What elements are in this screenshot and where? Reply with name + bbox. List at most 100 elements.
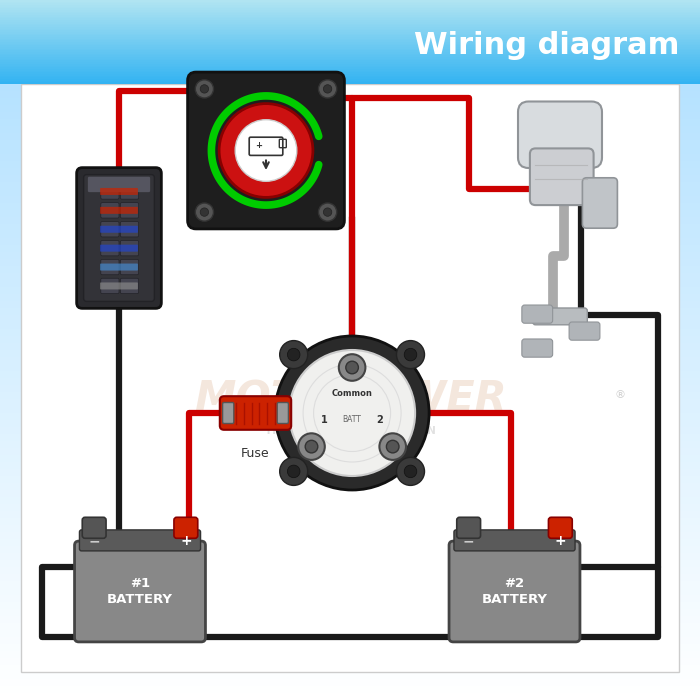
Bar (0, 280, 700, 287)
Circle shape (404, 349, 416, 361)
FancyBboxPatch shape (21, 84, 679, 672)
FancyBboxPatch shape (77, 167, 161, 308)
Bar (0, 8, 700, 10)
Bar (0, 15, 700, 17)
Bar (0, 154, 700, 161)
Text: +: + (180, 534, 192, 548)
Bar (0, 12, 700, 13)
Bar (0, 80, 700, 83)
FancyBboxPatch shape (548, 517, 573, 538)
Circle shape (288, 349, 300, 361)
Bar (0, 224, 700, 231)
Bar (0, 476, 700, 483)
Bar (0, 1, 700, 4)
Bar (0, 616, 700, 623)
Bar (0, 637, 700, 644)
Circle shape (379, 433, 406, 460)
Bar (0, 672, 700, 679)
Circle shape (195, 80, 214, 98)
Bar (0, 203, 700, 210)
Bar (0, 56, 700, 63)
Circle shape (298, 433, 325, 460)
Bar (0, 385, 700, 392)
Bar (0, 13, 700, 15)
Bar (0, 49, 700, 50)
Bar (0, 119, 700, 126)
Bar (0, 322, 700, 329)
Bar (0, 161, 700, 168)
Text: −: − (88, 534, 100, 548)
Bar (0, 79, 700, 81)
Bar (0, 609, 700, 616)
Bar (0, 69, 700, 71)
Bar (0, 371, 700, 378)
Bar (0, 329, 700, 336)
Bar (0, 46, 700, 47)
Bar (0, 57, 700, 59)
Text: #1
BATTERY: #1 BATTERY (107, 577, 173, 606)
FancyBboxPatch shape (223, 402, 234, 423)
Bar (0, 0, 700, 1)
Circle shape (323, 85, 332, 93)
Text: Fuse: Fuse (241, 447, 270, 460)
FancyBboxPatch shape (174, 517, 197, 538)
FancyBboxPatch shape (75, 541, 206, 642)
Circle shape (200, 208, 209, 216)
Bar (0, 364, 700, 371)
Bar (0, 434, 700, 441)
Circle shape (318, 80, 337, 98)
Bar (0, 52, 700, 54)
Bar (0, 42, 700, 49)
Text: −: − (463, 534, 475, 548)
Bar (0, 72, 700, 74)
FancyBboxPatch shape (120, 259, 139, 274)
Bar (0, 350, 700, 357)
Bar (0, 217, 700, 224)
Bar (0, 76, 700, 77)
Bar (0, 630, 700, 637)
Bar (0, 511, 700, 518)
Bar (0, 35, 700, 42)
Circle shape (386, 440, 399, 453)
Bar (0, 378, 700, 385)
Bar (0, 140, 700, 147)
Bar (0, 532, 700, 539)
Bar (0, 50, 700, 52)
Bar (0, 546, 700, 553)
FancyBboxPatch shape (101, 259, 119, 274)
FancyBboxPatch shape (120, 240, 139, 256)
Bar (0, 399, 700, 406)
FancyBboxPatch shape (101, 221, 119, 237)
Bar (0, 29, 700, 30)
Bar (0, 126, 700, 133)
Bar (0, 665, 700, 672)
FancyBboxPatch shape (100, 263, 138, 270)
FancyBboxPatch shape (188, 72, 344, 229)
FancyBboxPatch shape (83, 517, 106, 538)
Bar (0, 301, 700, 308)
Bar (0, 74, 700, 76)
FancyBboxPatch shape (100, 225, 138, 232)
Circle shape (219, 104, 313, 197)
Bar (0, 175, 700, 182)
FancyBboxPatch shape (522, 305, 553, 323)
Bar (0, 62, 700, 64)
Bar (0, 413, 700, 420)
Circle shape (339, 354, 365, 381)
Text: BATT: BATT (343, 416, 361, 424)
Bar (0, 24, 700, 25)
Bar (0, 0, 700, 7)
Bar (0, 448, 700, 455)
Bar (0, 441, 700, 448)
Bar (0, 196, 700, 203)
Bar (0, 83, 700, 84)
Bar (0, 70, 700, 77)
Text: MOTOPOWER: MOTOPOWER (194, 378, 506, 420)
Bar (0, 17, 700, 18)
Circle shape (275, 336, 429, 490)
Circle shape (404, 465, 416, 477)
Bar (0, 574, 700, 581)
Bar (0, 693, 700, 700)
Bar (0, 266, 700, 273)
Bar (0, 7, 700, 14)
